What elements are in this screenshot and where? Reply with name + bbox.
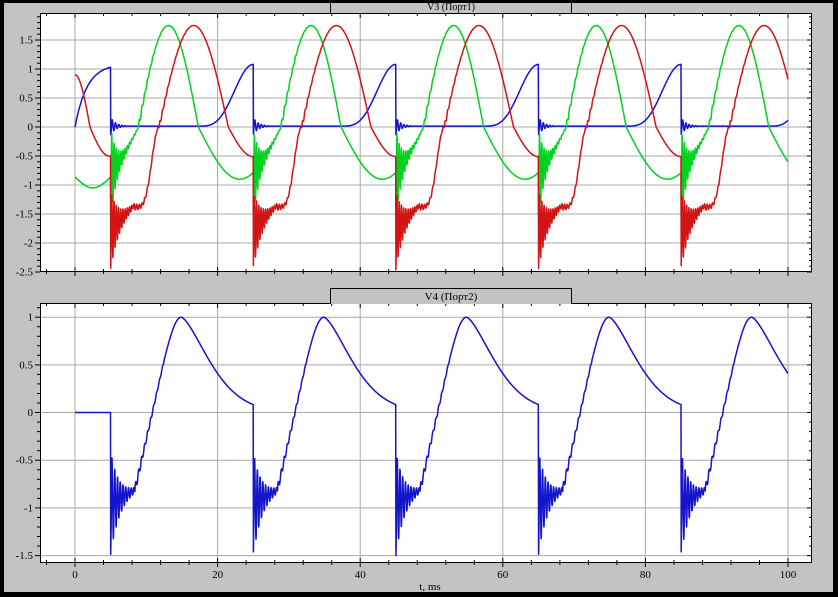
tick-label: -2.5 <box>16 267 34 279</box>
panel2-title: V4 (Порт2) <box>330 288 572 304</box>
axis-tick-labels: 1 0.5 0 -0.5 -1 -1.5 0 20 40 60 80 100 <box>16 312 797 581</box>
tick-label: 0.5 <box>19 359 33 371</box>
waveform-v4-blue <box>74 316 789 557</box>
tick-label: -1.5 <box>16 550 34 562</box>
tick-label: 1.5 <box>19 35 33 47</box>
tick-label: 20 <box>212 569 224 581</box>
axis-tick-labels: 1.5 1 0.5 0 -0.5 -1 -1.5 -2 -2.5 <box>16 35 34 279</box>
waveforms <box>74 316 789 557</box>
tick-label: -2 <box>24 238 33 250</box>
tick-label: 100 <box>780 569 797 581</box>
tick-label: 60 <box>497 569 509 581</box>
tick-label: 1 <box>28 64 34 76</box>
tick-label: 0 <box>28 407 34 419</box>
tick-label: -1 <box>24 502 33 514</box>
tick-label: -0.5 <box>16 151 34 163</box>
plot-panel-1: 1.5 1 0.5 0 -0.5 -1 -1.5 -2 -2.5 <box>16 13 812 279</box>
tick-label: 1 <box>28 312 34 324</box>
gridlines <box>40 13 812 272</box>
x-axis-label: t, ms <box>419 581 441 593</box>
tick-label: 0 <box>28 122 34 134</box>
waveforms <box>74 24 789 271</box>
tick-label: 0.5 <box>19 93 33 105</box>
plot-area <box>40 13 812 272</box>
plot-panel-2: 1 0.5 0 -0.5 -1 -1.5 0 20 40 60 80 100 <box>16 303 812 581</box>
tick-label: -1 <box>24 180 33 192</box>
plot-border <box>40 13 812 272</box>
tick-label: 0 <box>72 569 78 581</box>
axis-ticks <box>35 303 812 567</box>
tick-label: -0.5 <box>16 455 34 467</box>
axis-ticks <box>35 13 812 276</box>
tick-label: 80 <box>640 569 652 581</box>
waveform-v3-green <box>74 24 789 219</box>
plot-area <box>40 303 812 563</box>
waveform-v3-blue <box>74 63 789 136</box>
waveform-v3-red <box>74 24 789 271</box>
tick-label: -1.5 <box>16 209 34 221</box>
gridlines <box>40 303 812 563</box>
panel1-title: V3 (Порт1) <box>330 3 572 13</box>
tick-label: 40 <box>355 569 367 581</box>
